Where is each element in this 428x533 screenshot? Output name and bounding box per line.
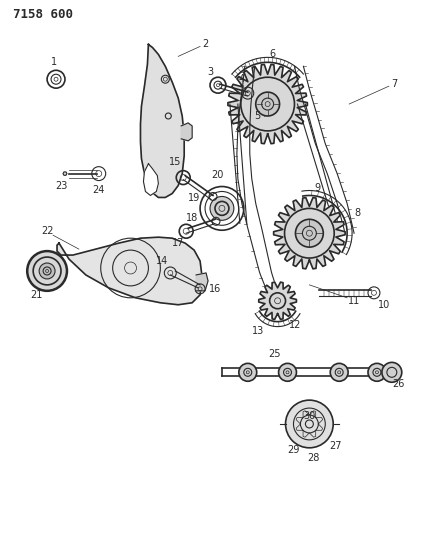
Text: 20: 20 — [211, 169, 223, 180]
Polygon shape — [228, 64, 307, 144]
Circle shape — [27, 251, 67, 291]
Text: 18: 18 — [186, 213, 198, 223]
Circle shape — [256, 92, 279, 116]
Text: 14: 14 — [156, 256, 169, 266]
Text: 9: 9 — [314, 182, 321, 192]
Text: 2: 2 — [202, 39, 208, 50]
Circle shape — [330, 364, 348, 381]
Text: 30: 30 — [303, 411, 315, 421]
Text: 7158 600: 7158 600 — [13, 8, 73, 21]
Text: 24: 24 — [92, 184, 105, 195]
Circle shape — [382, 362, 402, 382]
Circle shape — [285, 400, 333, 448]
Polygon shape — [63, 172, 67, 175]
Polygon shape — [57, 237, 202, 305]
Text: 4: 4 — [239, 74, 245, 84]
Text: 15: 15 — [169, 157, 181, 167]
Text: 28: 28 — [307, 453, 320, 463]
Text: 25: 25 — [268, 350, 281, 359]
Text: 17: 17 — [172, 238, 184, 248]
Text: 21: 21 — [30, 290, 42, 300]
Text: 10: 10 — [378, 300, 390, 310]
Text: 7: 7 — [391, 79, 397, 89]
Polygon shape — [196, 273, 208, 291]
Text: 13: 13 — [252, 326, 264, 336]
Circle shape — [279, 364, 297, 381]
Text: 11: 11 — [348, 296, 360, 306]
Text: 22: 22 — [41, 226, 54, 236]
Text: 8: 8 — [354, 208, 360, 219]
Text: 19: 19 — [188, 193, 200, 204]
Polygon shape — [259, 282, 297, 319]
Text: 23: 23 — [55, 181, 67, 190]
Text: 6: 6 — [270, 50, 276, 59]
Circle shape — [239, 364, 257, 381]
Polygon shape — [181, 123, 192, 141]
Circle shape — [295, 219, 323, 247]
Text: 27: 27 — [329, 441, 342, 451]
Text: 26: 26 — [392, 379, 405, 389]
Polygon shape — [273, 198, 345, 269]
Polygon shape — [140, 44, 184, 197]
Circle shape — [368, 364, 386, 381]
Text: 12: 12 — [289, 320, 302, 329]
Text: 29: 29 — [287, 445, 300, 455]
Text: 3: 3 — [207, 67, 213, 77]
Circle shape — [39, 263, 55, 279]
Text: 5: 5 — [255, 111, 261, 121]
Text: 16: 16 — [209, 284, 221, 294]
Circle shape — [210, 197, 234, 220]
Text: 1: 1 — [51, 58, 57, 67]
Polygon shape — [143, 164, 158, 196]
